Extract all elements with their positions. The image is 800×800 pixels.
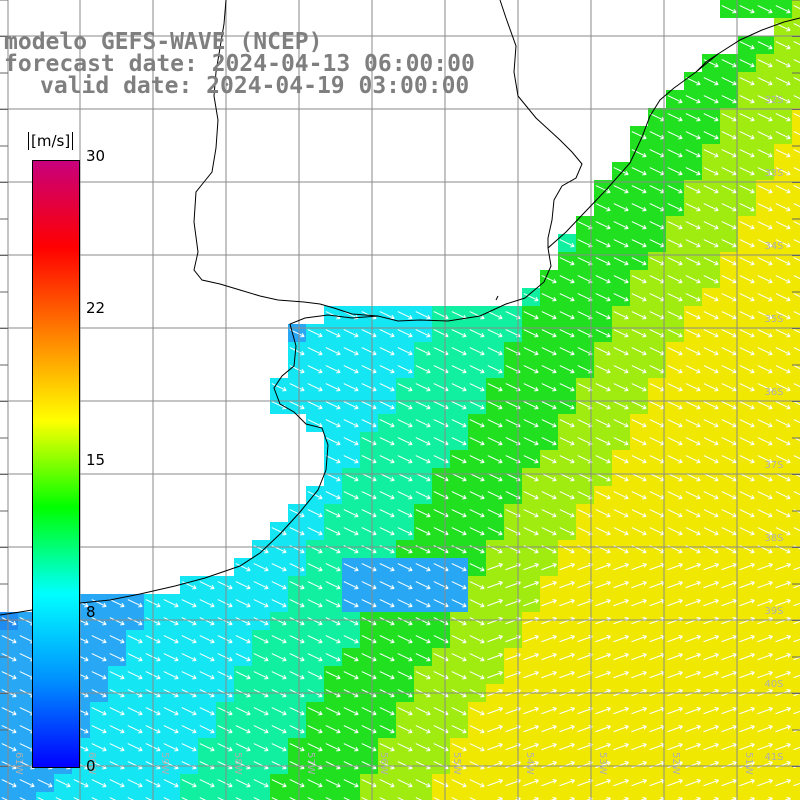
lon-label: 53W: [597, 752, 608, 775]
lon-label: 57W: [305, 752, 316, 775]
lat-label: 34S: [764, 241, 783, 252]
colorbar-tick-label: 8: [86, 603, 96, 621]
model-title: modelo GEFS-WAVE (NCEP): [4, 29, 323, 55]
colorbar-tick-label: 30: [86, 147, 106, 165]
coastline: [0, 17, 800, 616]
lon-label: 55W: [451, 752, 462, 775]
colorbar-tick-label: 22: [86, 299, 106, 317]
lon-label: 60W: [86, 752, 97, 775]
lat-label: 40S: [764, 679, 783, 690]
colorbar-gradient: [33, 161, 79, 767]
valid-date: valid date: 2024-04-19 03:00:00: [40, 73, 470, 99]
forecast-date: forecast date: 2024-04-13 06:00:00: [4, 51, 475, 77]
lat-label: 41S: [764, 752, 783, 763]
colorbar-tick-label: 0: [86, 757, 96, 775]
lat-label: 36S: [764, 387, 783, 398]
lat-label: 32S: [764, 95, 783, 106]
lat-label: 38S: [764, 533, 783, 544]
lat-label: 33S: [764, 168, 783, 179]
lat-label: 39S: [764, 606, 783, 617]
lat-label: 35S: [764, 314, 783, 325]
wind-arrows-layer: [1, 5, 800, 800]
lon-label: 51W: [743, 752, 754, 775]
colorbar: [32, 160, 80, 768]
lat-lon-labels: 32S 33S 34S 35S 36S 37S 38S 39S 40S 41S 61W 60W 59W 5…: [13, 95, 784, 775]
coastline-inland: [193, 0, 719, 317]
lon-label: 59W: [159, 752, 170, 775]
colorbar-unit: [m/s]: [28, 132, 74, 150]
lon-label: 56W: [378, 752, 389, 775]
lon-label: 54W: [524, 752, 535, 775]
lon-label: 58W: [232, 752, 243, 775]
colorbar-tick-label: 15: [86, 451, 106, 469]
lon-label: 52W: [670, 752, 681, 775]
lat-label: 37S: [764, 460, 783, 471]
lon-label: 61W: [13, 752, 24, 775]
